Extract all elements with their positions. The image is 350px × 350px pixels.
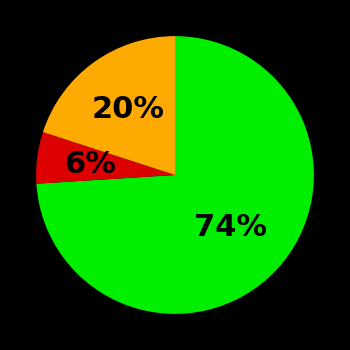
Text: 6%: 6% [64,150,116,179]
Text: 20%: 20% [91,95,164,124]
Wedge shape [36,36,314,314]
Wedge shape [43,36,175,175]
Text: 74%: 74% [194,213,267,242]
Wedge shape [36,132,175,184]
